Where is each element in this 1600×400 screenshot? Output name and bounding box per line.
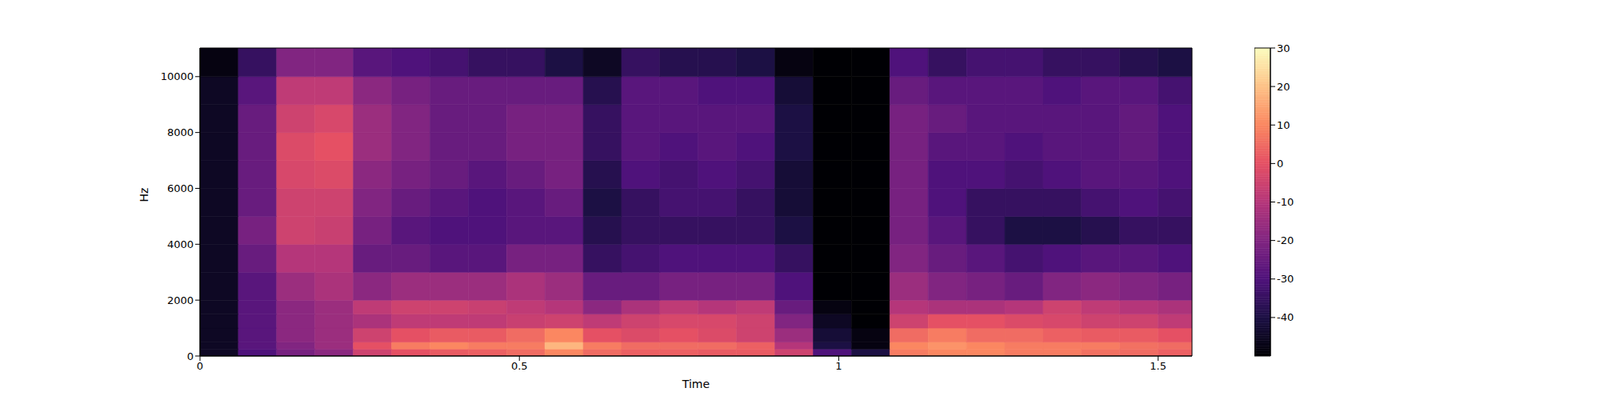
svg-text:10000: 10000 bbox=[160, 70, 194, 83]
svg-text:30: 30 bbox=[1276, 42, 1291, 55]
svg-text:-40: -40 bbox=[1276, 311, 1294, 324]
svg-text:Hz: Hz bbox=[137, 188, 151, 203]
svg-text:8000: 8000 bbox=[167, 126, 194, 139]
svg-text:1: 1 bbox=[835, 360, 842, 372]
svg-text:10: 10 bbox=[1276, 119, 1291, 132]
svg-text:2000: 2000 bbox=[167, 294, 194, 307]
svg-text:-10: -10 bbox=[1276, 196, 1294, 208]
svg-text:0: 0 bbox=[196, 360, 204, 372]
svg-text:4000: 4000 bbox=[167, 238, 194, 251]
svg-text:20: 20 bbox=[1276, 80, 1291, 93]
svg-text:0: 0 bbox=[1276, 157, 1284, 170]
svg-text:-30: -30 bbox=[1276, 272, 1294, 285]
svg-text:0: 0 bbox=[187, 350, 194, 363]
svg-text:6000: 6000 bbox=[167, 182, 194, 195]
svg-text:-20: -20 bbox=[1276, 234, 1294, 247]
svg-text:1.5: 1.5 bbox=[1149, 360, 1167, 372]
svg-text:Time: Time bbox=[681, 377, 710, 391]
svg-text:0.5: 0.5 bbox=[511, 360, 528, 372]
